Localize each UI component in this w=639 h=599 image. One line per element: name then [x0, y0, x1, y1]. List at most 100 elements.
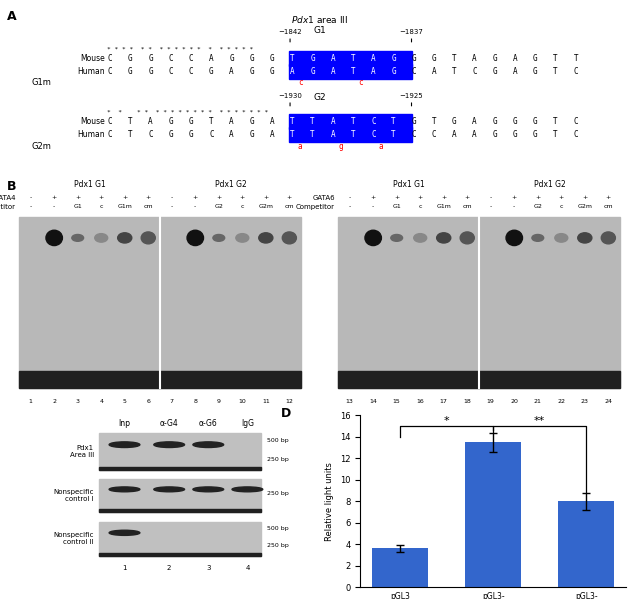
Ellipse shape: [193, 487, 224, 492]
Text: G: G: [270, 55, 274, 63]
Text: G: G: [533, 55, 537, 63]
Bar: [289, 127, 412, 142]
Text: G: G: [452, 117, 457, 126]
Text: G: G: [148, 66, 153, 75]
Text: c: c: [560, 204, 563, 209]
Ellipse shape: [532, 234, 544, 241]
Text: G: G: [512, 117, 518, 126]
Bar: [338, 371, 620, 388]
Text: G: G: [533, 117, 537, 126]
Text: G1: G1: [73, 204, 82, 209]
Text: G2: G2: [313, 93, 326, 102]
Text: Pdx1 G1: Pdx1 G1: [73, 180, 105, 189]
Text: +: +: [122, 195, 127, 200]
Text: Pdx1 G1: Pdx1 G1: [392, 180, 424, 189]
Text: G: G: [311, 55, 315, 63]
Text: -: -: [171, 195, 173, 200]
Text: +: +: [263, 195, 268, 200]
Text: A: A: [229, 117, 234, 126]
Text: $Pdx1$ area III: $Pdx1$ area III: [291, 14, 348, 25]
Text: G2: G2: [214, 204, 223, 209]
Text: 24: 24: [604, 399, 612, 404]
Text: +: +: [287, 195, 292, 200]
Text: G: G: [270, 66, 274, 75]
Text: 15: 15: [393, 399, 401, 404]
Text: G: G: [512, 130, 518, 139]
Ellipse shape: [154, 487, 185, 492]
Text: T: T: [311, 117, 315, 126]
Text: 250 bp: 250 bp: [267, 543, 289, 548]
Text: 1: 1: [29, 399, 33, 404]
Text: -: -: [489, 195, 492, 200]
Text: -: -: [513, 204, 516, 209]
Ellipse shape: [365, 230, 381, 246]
Ellipse shape: [109, 442, 140, 447]
Text: G1m: G1m: [118, 204, 132, 209]
Ellipse shape: [236, 234, 249, 242]
Text: T: T: [351, 130, 355, 139]
Text: +: +: [512, 195, 517, 200]
Text: 9: 9: [217, 399, 221, 404]
Text: T: T: [452, 66, 457, 75]
Text: 2: 2: [52, 399, 56, 404]
Text: D: D: [281, 407, 291, 420]
Text: 21: 21: [534, 399, 542, 404]
Text: G: G: [533, 130, 537, 139]
Text: A: A: [472, 117, 477, 126]
Bar: [373, 549, 428, 587]
Text: G: G: [391, 66, 396, 75]
Text: cm: cm: [463, 204, 472, 209]
Text: 23: 23: [581, 399, 589, 404]
Text: G2m: G2m: [31, 141, 51, 150]
Ellipse shape: [46, 230, 63, 246]
Text: a: a: [379, 141, 383, 150]
Bar: [558, 501, 614, 587]
Text: A: A: [330, 117, 335, 126]
Text: -: -: [29, 195, 32, 200]
Text: 3: 3: [75, 399, 80, 404]
Text: 18: 18: [463, 399, 471, 404]
Text: G: G: [229, 55, 234, 63]
Text: T: T: [290, 55, 295, 63]
Text: 17: 17: [440, 399, 448, 404]
Text: G2m: G2m: [258, 204, 273, 209]
Text: G: G: [493, 66, 497, 75]
Ellipse shape: [601, 232, 615, 244]
Ellipse shape: [213, 234, 225, 241]
Text: T: T: [290, 130, 295, 139]
Text: G: G: [311, 66, 315, 75]
Text: T: T: [391, 130, 396, 139]
Text: +: +: [465, 195, 470, 200]
Text: c: c: [298, 78, 302, 87]
Text: 250 bp: 250 bp: [267, 456, 289, 461]
Text: T: T: [128, 130, 133, 139]
Text: T: T: [209, 117, 213, 126]
Bar: [19, 371, 301, 388]
Text: +: +: [394, 195, 399, 200]
Text: cm: cm: [603, 204, 613, 209]
Text: G2: G2: [534, 204, 543, 209]
Text: 1: 1: [122, 565, 127, 571]
Text: -: -: [29, 204, 32, 209]
Text: 4: 4: [245, 565, 250, 571]
Text: C: C: [573, 66, 578, 75]
Text: 12: 12: [286, 399, 293, 404]
Text: G: G: [493, 130, 497, 139]
Text: A: A: [472, 130, 477, 139]
Text: c: c: [240, 204, 244, 209]
Text: 11: 11: [262, 399, 270, 404]
Text: Human: Human: [77, 66, 105, 75]
Text: G: G: [412, 117, 416, 126]
Text: A: A: [290, 66, 295, 75]
Text: G: G: [250, 55, 254, 63]
Bar: [99, 553, 261, 556]
Ellipse shape: [141, 232, 155, 244]
Text: T: T: [351, 55, 355, 63]
Text: T: T: [351, 66, 355, 75]
Text: 19: 19: [487, 399, 495, 404]
Text: C: C: [371, 130, 376, 139]
Text: C: C: [412, 130, 416, 139]
Ellipse shape: [118, 233, 132, 243]
Text: C: C: [108, 130, 112, 139]
Text: G: G: [250, 117, 254, 126]
